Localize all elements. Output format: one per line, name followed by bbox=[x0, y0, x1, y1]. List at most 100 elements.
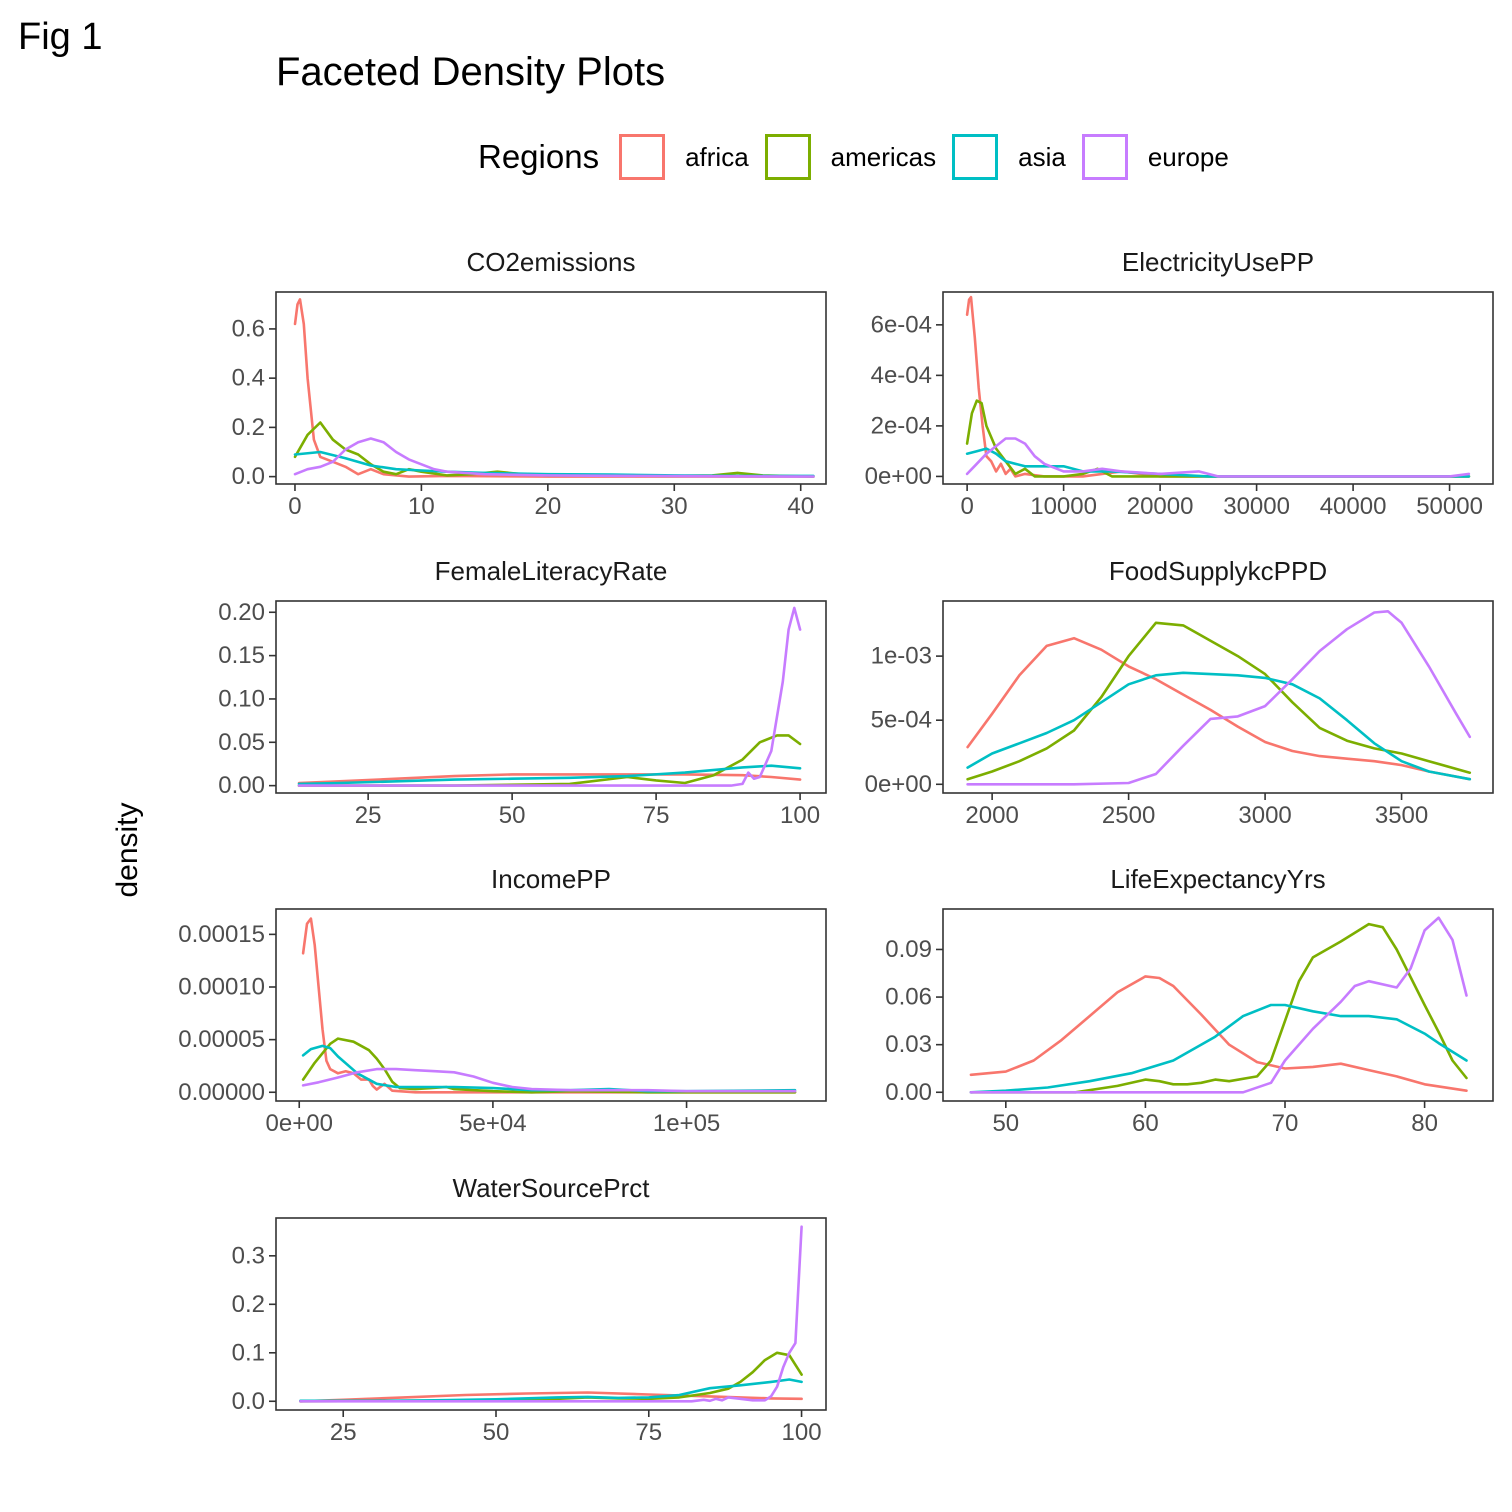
series-line-americas bbox=[297, 734, 802, 787]
series-line-europe bbox=[297, 606, 802, 787]
y-tick-label: 4e-04 bbox=[871, 362, 932, 389]
x-tick-label: 10 bbox=[408, 493, 435, 520]
legend-label-asia: asia bbox=[1018, 141, 1066, 172]
x-tick-label: 0e+00 bbox=[266, 1110, 333, 1137]
panel-border bbox=[275, 600, 827, 794]
panel-border bbox=[942, 600, 1494, 794]
y-tick-label: 5e-04 bbox=[871, 707, 932, 734]
legend-item-africa: africa bbox=[619, 134, 749, 180]
series-line-americas bbox=[293, 421, 815, 478]
y-tick-label: 0.00000 bbox=[178, 1079, 265, 1106]
series-line-africa bbox=[301, 917, 797, 1094]
y-tick-label: 0.10 bbox=[218, 685, 265, 712]
series-line-africa bbox=[299, 1391, 803, 1403]
facet-title-watersourceprct: WaterSourcePrct bbox=[453, 1173, 651, 1203]
facet-watersourceprct: WaterSourcePrct 25 50 75 100 0.0 0.1 0.2 0.3 bbox=[232, 1173, 827, 1446]
x-tick-label: 1e+05 bbox=[653, 1110, 720, 1137]
x-tick-label: 0 bbox=[288, 493, 301, 520]
x-tick-label: 2000 bbox=[965, 802, 1018, 829]
series-group-lifeexpectancyyrs bbox=[969, 916, 1468, 1094]
y-tick-label: 0.6 bbox=[232, 315, 265, 342]
facet-lifeexpectancyyrs: LifeExpectancyYrs 50 60 70 80 0.00 0.03 0.06 0.0… bbox=[885, 864, 1494, 1137]
facet-co2emissions: CO2emissions 0 10 20 30 40 0.0 0.2 0.4 0.6 bbox=[232, 247, 827, 520]
legend: Regions africa americas asia europe bbox=[478, 130, 1245, 184]
series-group-co2emissions bbox=[293, 298, 815, 478]
x-tick-label: 20 bbox=[534, 493, 561, 520]
y-tick-label: 0.05 bbox=[218, 729, 265, 756]
x-tick-label: 75 bbox=[635, 1419, 662, 1446]
legend-title: Regions bbox=[478, 138, 600, 175]
y-tick-label: 0.15 bbox=[218, 642, 265, 669]
y-tick-label: 0e+00 bbox=[865, 463, 932, 490]
x-tick-label: 0 bbox=[960, 493, 973, 520]
series-group-watersourceprct bbox=[299, 1225, 803, 1403]
y-tick-label: 0.00 bbox=[218, 772, 265, 799]
x-tick-label: 75 bbox=[643, 802, 670, 829]
facet-title-co2emissions: CO2emissions bbox=[466, 247, 635, 277]
series-line-africa bbox=[969, 975, 1468, 1092]
x-tick-label: 80 bbox=[1411, 1110, 1438, 1137]
facet-electricityusepp: ElectricityUsePP 0 10000 20000 30000 40000 500… bbox=[865, 247, 1494, 520]
series-group-incomepp bbox=[301, 917, 797, 1094]
y-tick-label: 0.00010 bbox=[178, 974, 265, 1001]
legend-item-americas: americas bbox=[764, 134, 937, 180]
x-tick-label: 25 bbox=[330, 1419, 357, 1446]
x-tick-label: 3500 bbox=[1375, 802, 1428, 829]
facet-incomepp: IncomePP 0e+00 5e+04 1e+05 0.00000 0.00005 0.0… bbox=[178, 864, 827, 1137]
y-tick-label: 1e-03 bbox=[871, 643, 932, 670]
y-tick-label: 0.0 bbox=[232, 463, 265, 490]
y-tick-label: 0.00005 bbox=[178, 1026, 265, 1053]
y-tick-label: 0.09 bbox=[885, 936, 932, 963]
x-tick-label: 50 bbox=[992, 1110, 1019, 1137]
facet-title-femaleliteracyrate: FemaleLiteracyRate bbox=[435, 556, 668, 586]
legend-key-asia bbox=[952, 134, 999, 180]
y-tick-label: 2e-04 bbox=[871, 412, 932, 439]
series-line-americas bbox=[966, 621, 1472, 781]
series-line-asia bbox=[297, 764, 802, 786]
legend-item-asia: asia bbox=[952, 134, 1066, 180]
legend-label-africa: africa bbox=[685, 141, 749, 172]
x-tick-label: 50000 bbox=[1416, 493, 1483, 520]
series-line-americas bbox=[969, 922, 1468, 1094]
y-tick-label: 0e+00 bbox=[865, 771, 932, 798]
x-tick-label: 50 bbox=[483, 1419, 510, 1446]
facet-foodsupplykcppd: FoodSupplykcPPD 2000 2500 3000 3500 0e+00 5e-0… bbox=[865, 556, 1494, 829]
series-line-africa bbox=[966, 636, 1472, 781]
panel-border bbox=[942, 291, 1494, 485]
x-tick-label: 10000 bbox=[1030, 493, 1097, 520]
y-tick-label: 0.06 bbox=[885, 984, 932, 1011]
x-tick-label: 40 bbox=[787, 493, 814, 520]
series-group-electricityusepp bbox=[965, 295, 1471, 478]
facet-title-incomepp: IncomePP bbox=[491, 864, 611, 894]
x-tick-label: 60 bbox=[1132, 1110, 1159, 1137]
legend-key-europe bbox=[1081, 134, 1128, 180]
panel-border bbox=[275, 291, 827, 485]
series-line-europe bbox=[299, 1225, 803, 1403]
series-line-europe bbox=[966, 610, 1472, 786]
x-tick-label: 50 bbox=[499, 802, 526, 829]
figure-label: Fig 1 bbox=[18, 16, 103, 58]
panel-border bbox=[275, 1217, 827, 1411]
y-tick-label: 0.0 bbox=[232, 1388, 265, 1415]
x-tick-label: 30000 bbox=[1223, 493, 1290, 520]
facet-title-lifeexpectancyyrs: LifeExpectancyYrs bbox=[1110, 864, 1325, 894]
y-tick-label: 0.1 bbox=[232, 1339, 265, 1366]
panel-border bbox=[275, 908, 827, 1102]
x-tick-label: 2500 bbox=[1102, 802, 1155, 829]
legend-key-americas bbox=[764, 134, 811, 180]
y-tick-label: 0.20 bbox=[218, 599, 265, 626]
x-tick-label: 3000 bbox=[1238, 802, 1291, 829]
series-line-europe bbox=[293, 437, 815, 478]
series-group-femaleliteracyrate bbox=[297, 606, 802, 787]
x-tick-label: 20000 bbox=[1127, 493, 1194, 520]
facet-title-foodsupplykcppd: FoodSupplykcPPD bbox=[1109, 556, 1327, 586]
y-tick-label: 0.4 bbox=[232, 365, 265, 392]
x-tick-label: 25 bbox=[355, 802, 382, 829]
x-tick-label: 100 bbox=[780, 802, 820, 829]
x-tick-label: 70 bbox=[1272, 1110, 1299, 1137]
facet-title-electricityusepp: ElectricityUsePP bbox=[1122, 247, 1314, 277]
legend-key-africa bbox=[619, 134, 666, 180]
legend-label-americas: americas bbox=[830, 141, 937, 172]
series-group-foodsupplykcppd bbox=[966, 610, 1472, 786]
